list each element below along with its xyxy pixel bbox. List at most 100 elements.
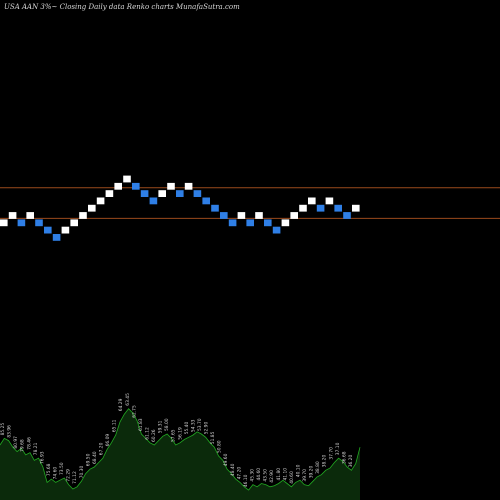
renko-brick-down <box>316 204 325 212</box>
volume-value-label: 63.45 <box>125 393 131 406</box>
renko-brick-down <box>220 212 228 219</box>
renko-brick-up <box>105 190 114 197</box>
volume-value-label: 78.21 <box>33 442 39 455</box>
renko-brick-up <box>114 182 122 190</box>
volume-value-label: 83.96 <box>7 425 13 438</box>
volume-value-label: 75.68 <box>46 463 52 476</box>
volume-value-label: 41.80 <box>276 468 282 481</box>
volume-value-label: 66.09 <box>105 434 111 447</box>
volume-value-label: 61.83 <box>138 418 144 431</box>
renko-brick-up <box>167 182 175 190</box>
renko-brick-down <box>193 190 202 197</box>
renko-brick-up <box>290 212 298 219</box>
renko-brick-up <box>70 219 78 227</box>
renko-brick-up <box>123 175 131 183</box>
renko-brick-down <box>176 190 184 197</box>
volume-value-label: 53.70 <box>197 418 203 431</box>
volume-area <box>0 408 360 500</box>
volume-value-label: 64.29 <box>118 398 124 411</box>
chart-title: USA AAN 3%~ Closing Daily data Renko cha… <box>4 3 240 11</box>
renko-brick-down <box>52 234 61 241</box>
volume-value-label: 45.30 <box>250 469 256 482</box>
volume-line <box>0 408 361 491</box>
renko-brick-up <box>61 226 70 234</box>
volume-value-label: 85.25 <box>0 423 6 436</box>
volume-value-label: 65.11 <box>112 419 118 432</box>
renko-brick-up <box>325 197 334 205</box>
renko-bricks <box>0 175 360 241</box>
volume-value-label: 73.50 <box>59 462 65 475</box>
volume-value-label: 39.70 <box>302 469 308 482</box>
renko-brick-up <box>8 212 17 219</box>
volume-value-label: 36.68 <box>341 451 347 464</box>
volume-value-label: 39.20 <box>309 466 315 479</box>
renko-brick-down <box>44 226 52 234</box>
renko-brick-up <box>184 182 193 190</box>
volume-value-label: 40.10 <box>296 464 302 477</box>
renko-brick-up <box>352 204 360 212</box>
renko-brick-down <box>228 219 237 227</box>
volume-value-label: 69.50 <box>85 453 91 466</box>
volume-value-label: 48.40 <box>230 463 236 476</box>
volume-value-label: 37.10 <box>335 442 341 455</box>
volume-value-label: 49.60 <box>223 453 229 466</box>
renko-brick-up <box>26 212 34 219</box>
volume-value-label: 50.80 <box>217 440 223 453</box>
volume-value-label: 68.40 <box>92 451 98 464</box>
volume-value-label: 59.31 <box>158 420 164 433</box>
volume-value-label: 76.93 <box>39 451 45 464</box>
renko-brick-down <box>132 182 140 190</box>
volume-value-label: 38.20 <box>322 455 328 468</box>
volume-value-label: 80.97 <box>13 436 19 449</box>
renko-brick-down <box>264 219 272 227</box>
renko-brick-up <box>237 212 246 219</box>
renko-brick-down <box>140 190 149 197</box>
volume-panel <box>0 408 361 500</box>
renko-brick-up <box>79 212 87 219</box>
volume-value-label: 47.20 <box>236 467 242 480</box>
renko-brick-up <box>96 197 105 205</box>
volume-value-label: 44.60 <box>256 468 262 481</box>
volume-value-label: 60.26 <box>151 429 157 442</box>
volume-value-label: 78.46 <box>26 437 32 450</box>
volume-value-label: 70.30 <box>79 466 85 479</box>
renko-brick-down <box>35 219 43 227</box>
volume-value-label: 58.00 <box>164 418 170 431</box>
volume-value-label: 46.10 <box>243 474 249 487</box>
renko-brick-down <box>246 219 254 227</box>
volume-value-label: 37.70 <box>328 447 334 460</box>
renko-brick-up <box>308 197 316 205</box>
volume-value-label: 42.90 <box>269 470 275 483</box>
renko-brick-down <box>149 197 158 205</box>
volume-value-label: 72.29 <box>66 469 72 482</box>
volume-value-label: 67.20 <box>99 442 105 455</box>
volume-value-label: 61.12 <box>145 427 151 440</box>
volume-value-label: 41.10 <box>282 468 288 481</box>
volume-value-label: 55.40 <box>184 422 190 435</box>
volume-value-label: 40.60 <box>289 471 295 484</box>
volume-value-label: 56.19 <box>177 427 183 440</box>
renko-brick-up <box>255 212 263 219</box>
volume-value-label: 54.33 <box>190 419 196 432</box>
renko-brick-down <box>17 219 26 227</box>
volume-value-label: 51.85 <box>210 431 216 444</box>
renko-brick-down <box>334 204 342 212</box>
volume-value-label: 36.20 <box>348 455 354 468</box>
renko-brick-up <box>158 190 166 197</box>
renko-brick-down <box>272 226 281 234</box>
volume-value-label: 52.90 <box>204 422 210 435</box>
renko-brick-down <box>211 204 219 212</box>
renko-brick-down <box>202 197 210 205</box>
renko-brick-up <box>299 204 307 212</box>
volume-value-label: 43.50 <box>263 469 269 482</box>
volume-value-label: 71.12 <box>72 471 78 484</box>
volume-value-label: 74.60 <box>53 467 59 480</box>
volume-value-label: 62.75 <box>131 405 137 418</box>
volume-value-label: 38.80 <box>315 461 321 474</box>
renko-brick-up <box>88 204 96 212</box>
renko-brick-down <box>343 212 351 219</box>
volume-value-label: 57.65 <box>171 429 177 442</box>
renko-brick-up <box>0 219 8 227</box>
